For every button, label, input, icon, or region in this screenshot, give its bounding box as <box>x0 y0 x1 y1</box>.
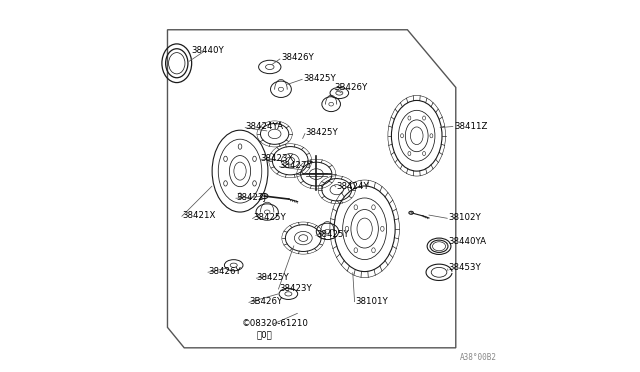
Text: 38424YA: 38424YA <box>246 122 284 131</box>
Text: 38453Y: 38453Y <box>449 263 481 272</box>
Text: 38440Y: 38440Y <box>191 46 225 55</box>
Text: 38427Y: 38427Y <box>279 161 312 170</box>
Text: 3B426Y: 3B426Y <box>335 83 368 92</box>
Text: 38424Y: 38424Y <box>337 182 369 190</box>
Text: 38425Y: 38425Y <box>305 128 338 137</box>
Text: 38411Z: 38411Z <box>454 122 487 131</box>
Text: A38°00B2: A38°00B2 <box>460 353 497 362</box>
Text: 38425Y: 38425Y <box>303 74 336 83</box>
Text: 38102Y: 38102Y <box>449 213 481 222</box>
Text: 38101Y: 38101Y <box>355 297 388 306</box>
Text: 38440YA: 38440YA <box>449 237 486 246</box>
Text: 38426Y: 38426Y <box>281 53 314 62</box>
Text: 38425Y: 38425Y <box>257 273 289 282</box>
Text: 38425Y: 38425Y <box>253 213 286 222</box>
Text: 38425Y: 38425Y <box>316 230 349 239</box>
Text: 38422J: 38422J <box>236 193 266 202</box>
Text: ©08320-61210: ©08320-61210 <box>242 319 308 328</box>
Text: （0）: （0） <box>257 330 273 339</box>
Text: 38426Y: 38426Y <box>209 267 241 276</box>
Text: 38421X: 38421X <box>182 211 216 220</box>
Text: 38423X: 38423X <box>260 154 294 163</box>
Text: 38423Y: 38423Y <box>279 284 312 293</box>
Text: 3B426Y: 3B426Y <box>250 297 283 306</box>
